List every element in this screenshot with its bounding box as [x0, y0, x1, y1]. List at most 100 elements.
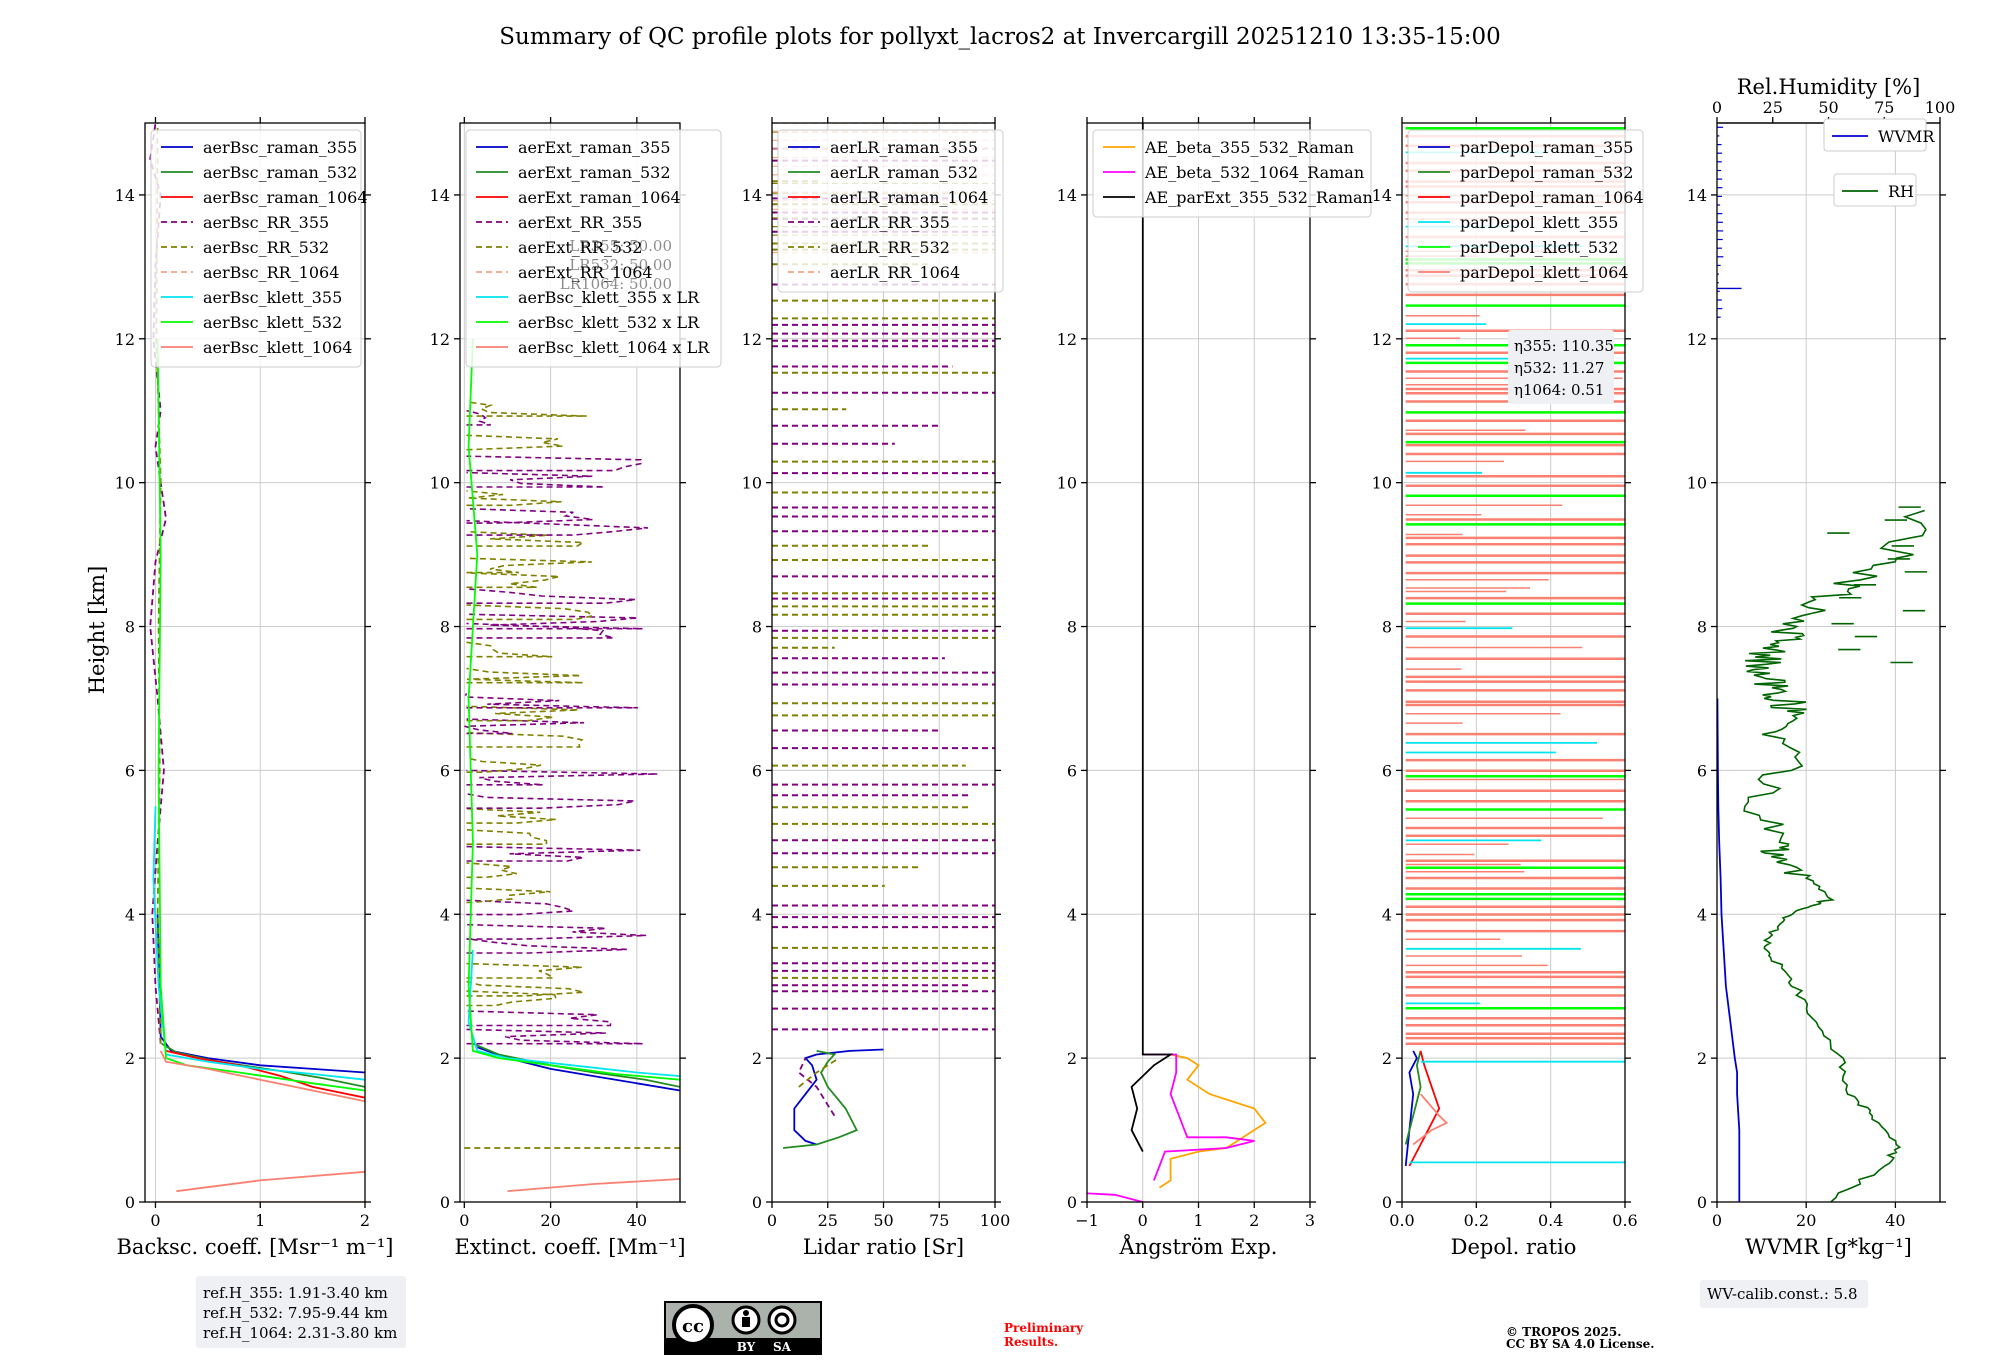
noise-segment [466, 923, 647, 940]
noise-segment [466, 613, 643, 630]
series-aerBsc_klett_1064 [159, 1050, 365, 1103]
y-tick-label: 0 [1697, 1193, 1707, 1212]
y-tick-label: 6 [752, 761, 762, 780]
y-tick-label: 10 [1687, 474, 1707, 493]
noise-segment [466, 409, 491, 426]
cc-sa: SA [773, 1340, 792, 1354]
y-tick-label: 0 [125, 1193, 135, 1212]
noise-segment [466, 604, 595, 621]
panel-ext: 0 20 40 0 2 4 6 8 10 12 14 Extinct. coeff. [Mm⁻¹] ae… [430, 117, 722, 1259]
noise-segment [466, 705, 579, 722]
noise-segment [466, 507, 594, 524]
series-AE_parExt_355_532_Raman [1130, 123, 1174, 1153]
legend-label: aerExt_RR_532 [518, 238, 642, 257]
series-aerBsc_klett_532 x LR [467, 338, 680, 1081]
legend-label: aerLR_RR_1064 [830, 263, 960, 282]
noise-segment [466, 401, 587, 417]
y-tick-label: 4 [125, 905, 135, 924]
top-tick-label: 100 [1925, 98, 1956, 117]
y-tick-label: 12 [1057, 330, 1077, 349]
series-parDepol_klett_1064_low [1412, 1093, 1449, 1146]
legend-label: aerLR_RR_532 [830, 238, 950, 257]
x-axis-label: Lidar ratio [Sr] [803, 1235, 964, 1259]
legend-label: AE_beta_355_532_Raman [1144, 138, 1354, 157]
axes-frame [144, 122, 366, 1203]
eta-label: η532: 11.27 [1514, 359, 1604, 377]
legend-label: WVMR [1878, 127, 1935, 146]
series-AE_beta_355_532_Raman [1159, 1053, 1267, 1189]
y-tick-label: 10 [430, 474, 450, 493]
figure-title: Summary of QC profile plots for pollyxt_… [499, 24, 1500, 50]
noise-segment [466, 962, 583, 979]
legend-label: aerBsc_klett_355 x LR [518, 288, 700, 307]
y-tick-label: 12 [115, 330, 135, 349]
noise-segment [466, 937, 627, 954]
legend-label: parDepol_klett_532 [1460, 238, 1618, 257]
x-tick-label: 0.6 [1612, 1211, 1637, 1230]
preliminary-line-2: Results. [1004, 1335, 1058, 1349]
legend-label: parDepol_klett_1064 [1460, 263, 1629, 282]
x-axis-label: Extinct. coeff. [Mm⁻¹] [454, 1235, 685, 1259]
x-tick-label: 0.0 [1389, 1211, 1414, 1230]
y-tick-label: 0 [752, 1193, 762, 1212]
x-tick-label: 40 [1885, 1211, 1905, 1230]
noise-segment [466, 862, 517, 879]
y-tick-label: 14 [1057, 186, 1077, 205]
legend-label: aerLR_raman_355 [830, 138, 978, 157]
noise-segment [464, 718, 585, 735]
top-axis-label: Rel.Humidity [%] [1737, 75, 1921, 99]
legend-label: aerBsc_RR_355 [203, 213, 329, 232]
top-tick-label: 25 [1763, 98, 1783, 117]
x-tick-label: 50 [873, 1211, 893, 1230]
axes-frame [1401, 122, 1626, 1203]
x-tick-label: 1 [255, 1211, 265, 1230]
panel-lr: 0 25 50 75 100 0 2 4 6 8 10 12 14 Lidar ratio [Sr] aer… [742, 117, 1010, 1259]
y-tick-label: 10 [1372, 474, 1392, 493]
y-tick-label: 14 [742, 186, 762, 205]
x-axis-label: Backsc. coeff. [Msr⁻¹ m⁻¹] [117, 1235, 394, 1259]
x-tick-label: 0 [767, 1211, 777, 1230]
plot-area [463, 338, 680, 1193]
noise-segment [466, 899, 574, 916]
noise-segment [466, 557, 592, 574]
top-tick-label: 75 [1874, 98, 1894, 117]
noise-segment [466, 588, 636, 605]
fixed-lr-label: LR532: 50.00 [569, 256, 672, 274]
eta-label: η1064: 0.51 [1514, 381, 1604, 399]
legend: WVMR RH [1823, 118, 1935, 207]
y-tick-label: 2 [1382, 1049, 1392, 1068]
legend-label: aerExt_raman_1064 [518, 188, 681, 207]
x-tick-label: 0 [1712, 1211, 1722, 1230]
y-tick-label: 8 [752, 618, 762, 637]
preliminary-line-1: Preliminary [1004, 1321, 1084, 1335]
x-tick-label: 0.4 [1538, 1211, 1563, 1230]
legend-label: aerLR_raman_532 [830, 163, 978, 182]
legend-label: AE_parExt_355_532_Raman [1144, 188, 1373, 207]
legend-label: aerBsc_RR_532 [203, 238, 329, 257]
y-tick-label: 2 [1697, 1049, 1707, 1068]
x-tick-label: 0 [1138, 1211, 1148, 1230]
plot-area [1087, 123, 1267, 1202]
noise-segment [466, 769, 658, 786]
y-tick-label: 6 [1067, 761, 1077, 780]
y-tick-label: 0 [1067, 1193, 1077, 1212]
y-tick-label: 10 [115, 474, 135, 493]
ref-height-1064: ref.H_1064: 2.31-3.80 km [203, 1324, 397, 1342]
y-tick-label: 0 [1382, 1193, 1392, 1212]
y-tick-label: 8 [125, 618, 135, 637]
y-tick-label: 10 [1057, 474, 1077, 493]
y-tick-label: 4 [752, 905, 762, 924]
noise-segment [466, 1010, 612, 1027]
legend-label: RH [1888, 182, 1914, 201]
fixed-lr-label: LR1064: 50.00 [560, 275, 672, 293]
series-aerBsc_raman_532 [161, 1042, 365, 1088]
noise-segment [466, 530, 586, 547]
y-tick-label: 2 [752, 1049, 762, 1068]
x-tick-label: 0 [150, 1211, 160, 1230]
y-tick-label: 4 [1067, 905, 1077, 924]
legend-label: aerBsc_klett_1064 x LR [518, 338, 710, 357]
y-tick-label: 12 [430, 330, 450, 349]
y-tick-label: 6 [125, 761, 135, 780]
